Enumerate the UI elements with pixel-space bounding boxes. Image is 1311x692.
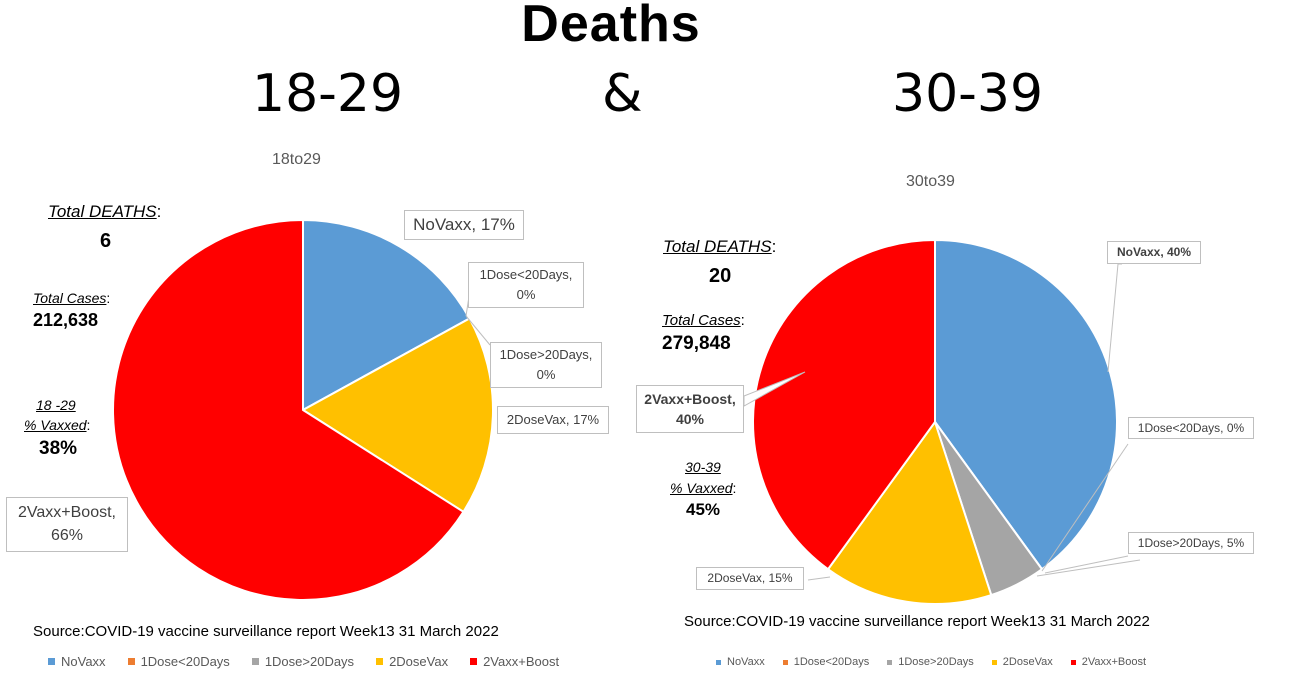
callout-pointer [743, 371, 806, 407]
legend-item: 2Vaxx+Boost [470, 654, 559, 669]
legend-swatch-2dose [991, 659, 997, 665]
legend-item: 1Dose>20Days [887, 656, 974, 668]
left-vaxxed-value: 38% [39, 438, 78, 459]
chart-title-right: 30to39 [906, 173, 955, 190]
right-total-cases-label: Total Cases: [662, 312, 745, 329]
legend-swatch-boost [1070, 659, 1076, 665]
leader-line [1036, 559, 1141, 577]
right-vaxxed-label-line2: % Vaxxed: [670, 480, 737, 496]
legend-swatch-2dose [376, 658, 384, 665]
right-total-deaths-label: Total DEATHS: [663, 237, 777, 256]
pie-slice-2dosevax [302, 317, 494, 513]
right-vaxxed-label-line1: 30-39 [685, 459, 721, 475]
left-total-deaths-value: 6 [100, 230, 112, 252]
callout-left-1dose-lt20: 1Dose<20Days, 0% [468, 262, 584, 308]
callout-left-boost: 2Vaxx+Boost, 66% [6, 497, 128, 552]
right-total-deaths-value: 20 [709, 265, 732, 287]
legend-swatch-novaxx [48, 658, 55, 665]
callout-right-1dose-lt20: 1Dose<20Days, 0% [1128, 417, 1254, 439]
legend-item: 2DoseVax [991, 656, 1053, 668]
legend-swatch-1dose-gt20 [251, 658, 259, 665]
left-vaxxed-label-line2: % Vaxxed: [24, 417, 91, 433]
pie-slice-novaxx [302, 219, 471, 411]
left-total-cases-value: 212,638 [33, 310, 99, 330]
left-total-deaths-label: Total DEATHS: [48, 202, 162, 221]
leader-line [1107, 263, 1122, 373]
legend-swatch-1dose-lt20 [782, 659, 788, 665]
source-text-right: Source:COVID-19 vaccine surveillance rep… [684, 613, 1150, 630]
pie-right [752, 239, 1118, 605]
legend-right: NoVaxx 1Dose<20Days 1Dose>20Days 2DoseVa… [716, 656, 1164, 668]
page-title: Deaths [521, 0, 701, 53]
legend-item: NoVaxx [716, 656, 765, 668]
pie-slice-2vaxx-boost [112, 219, 465, 601]
leader-line [1044, 555, 1129, 574]
legend-item: NoVaxx [48, 654, 106, 669]
pie-slice-2dosevax [827, 421, 993, 605]
legend-swatch-1dose-lt20 [127, 658, 135, 665]
right-vaxxed-value: 45% [686, 500, 721, 519]
age-group-right: 30-39 [892, 64, 1044, 124]
callout-right-novaxx: NoVaxx, 40% [1107, 241, 1201, 264]
left-vaxxed-label-line1: 18 -29 [36, 397, 76, 413]
pie-left [112, 219, 494, 601]
legend-item: 2Vaxx+Boost [1070, 656, 1146, 668]
pie-slice-novaxx [934, 239, 1118, 571]
leader-line [465, 315, 491, 346]
legend-item: 1Dose<20Days [127, 654, 230, 669]
left-total-cases-label: Total Cases: [33, 290, 111, 306]
pie-slice-2vaxx-boost [752, 239, 936, 571]
age-group-left: 18-29 [252, 64, 404, 124]
legend-item: 1Dose<20Days [782, 656, 869, 668]
source-text-left: Source:COVID-19 vaccine surveillance rep… [33, 623, 499, 640]
right-total-cases-value: 279,848 [662, 333, 731, 354]
callout-right-boost: 2Vaxx+Boost, 40% [636, 385, 744, 433]
callout-left-1dose-gt20: 1Dose>20Days, 0% [490, 342, 602, 388]
legend-swatch-1dose-gt20 [887, 659, 893, 665]
legend-swatch-novaxx [716, 659, 721, 665]
legend-left: NoVaxx 1Dose<20Days 1Dose>20Days 2DoseVa… [48, 654, 581, 669]
callout-left-2dose: 2DoseVax, 17% [497, 406, 609, 434]
leader-line [807, 576, 831, 581]
legend-swatch-boost [470, 658, 478, 665]
ampersand: & [602, 64, 643, 124]
callout-right-2dose: 2DoseVax, 15% [696, 567, 804, 590]
leader-lines [465, 263, 1141, 581]
legend-item: 1Dose>20Days [251, 654, 354, 669]
callout-right-1dose-gt20: 1Dose>20Days, 5% [1128, 532, 1254, 554]
leader-line [1041, 443, 1129, 572]
chart-title-left: 18to29 [272, 151, 321, 168]
legend-item: 2DoseVax [376, 654, 448, 669]
callout-left-novaxx: NoVaxx, 17% [404, 210, 524, 240]
